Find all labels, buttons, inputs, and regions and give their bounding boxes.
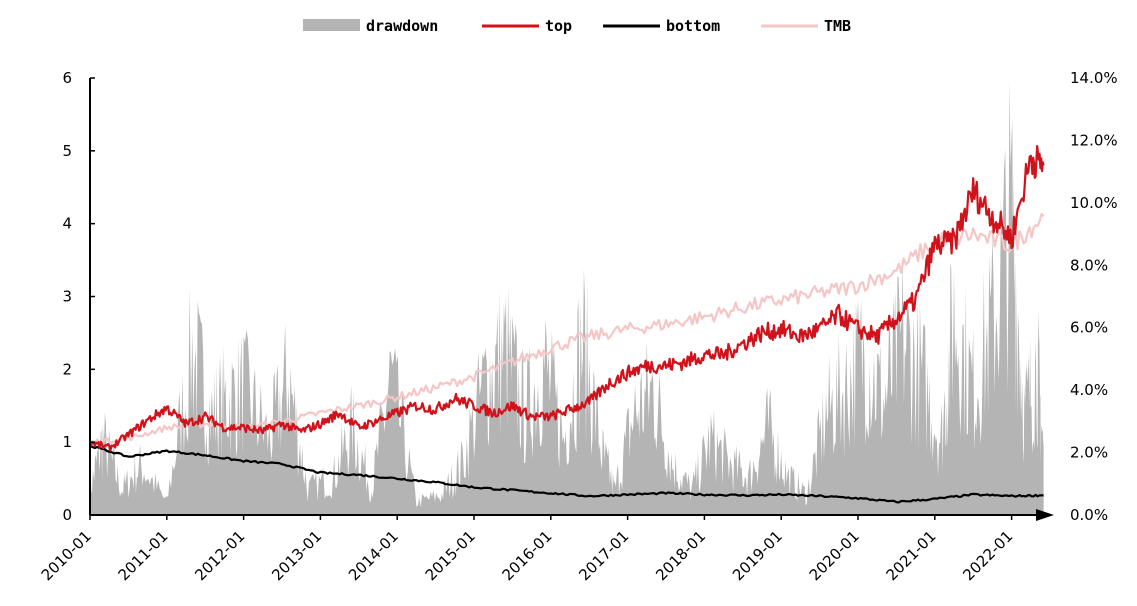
y-right-tick-label: 12.0% <box>1070 131 1118 149</box>
y-right-tick-label: 6.0% <box>1070 319 1108 337</box>
plot-area <box>88 79 1045 515</box>
x-tick-label: 2018-01 <box>652 527 709 584</box>
x-tick-label: 2020-01 <box>806 527 863 584</box>
series-bottom-line <box>89 444 1044 504</box>
drawdown-area <box>90 79 1044 515</box>
legend-label-bottom: bottom <box>666 17 720 35</box>
y-right-tick-label: 0.0% <box>1070 506 1108 524</box>
y-left-tick-label: 4 <box>62 215 72 233</box>
y-right-tick-label: 2.0% <box>1070 444 1108 462</box>
x-tick-label: 2015-01 <box>422 527 479 584</box>
legend-item-top: top <box>482 17 572 35</box>
y-left-tick-label: 6 <box>62 69 72 87</box>
x-tick-label: 2012-01 <box>191 527 248 584</box>
y-left-tick-label: 0 <box>62 506 72 524</box>
x-axis-arrow-icon <box>1036 509 1054 521</box>
y-left-tick-label: 3 <box>62 288 72 306</box>
y-right-tick-label: 10.0% <box>1070 194 1118 212</box>
x-tick-label: 2014-01 <box>345 527 402 584</box>
x-tick-label: 2019-01 <box>729 527 786 584</box>
y-right-tick-label: 4.0% <box>1070 381 1108 399</box>
legend-label-top: top <box>545 17 572 35</box>
legend-item-tmb: TMB <box>761 17 851 35</box>
drawdown-layer <box>90 79 1044 515</box>
x-tick-label: 2011-01 <box>115 527 172 584</box>
lines-layer <box>88 145 1045 504</box>
series-tmb-line <box>89 212 1045 445</box>
x-tick-label: 2013-01 <box>268 527 325 584</box>
y-left-tick-label: 1 <box>62 433 72 451</box>
y-left-tick-label: 5 <box>62 142 72 160</box>
legend-item-bottom: bottom <box>603 17 720 35</box>
x-tick-label: 2022-01 <box>959 527 1016 584</box>
x-tick-label: 2010-01 <box>38 527 95 584</box>
y-left-tick-label: 2 <box>62 360 72 378</box>
y-right-tick-label: 8.0% <box>1070 256 1108 274</box>
x-tick-label: 2016-01 <box>499 527 556 584</box>
series-top-line <box>88 145 1045 452</box>
y-right-tick-label: 14.0% <box>1070 69 1118 87</box>
legend: drawdown top bottom TMB <box>303 17 851 35</box>
x-tick-label: 2017-01 <box>575 527 632 584</box>
legend-swatch-drawdown <box>303 19 360 31</box>
legend-label-drawdown: drawdown <box>366 17 438 35</box>
x-tick-label: 2021-01 <box>883 527 940 584</box>
legend-label-tmb: TMB <box>824 17 851 35</box>
legend-item-drawdown: drawdown <box>303 17 438 35</box>
